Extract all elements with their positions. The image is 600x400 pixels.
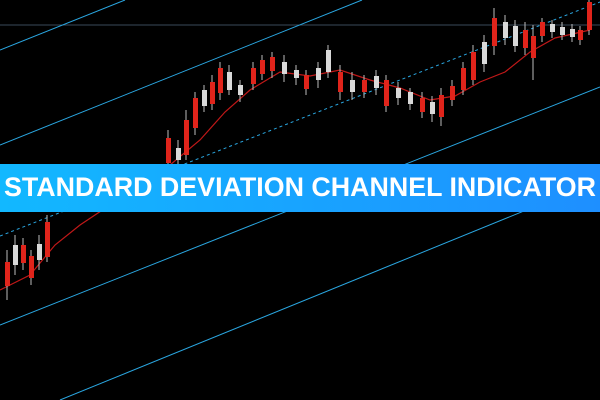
candle xyxy=(166,138,171,163)
candle xyxy=(260,60,265,74)
candle xyxy=(350,80,355,92)
candle xyxy=(338,72,343,92)
candle xyxy=(550,24,555,32)
candle xyxy=(587,2,592,30)
candle xyxy=(531,36,536,58)
candle xyxy=(408,92,413,104)
candle xyxy=(37,244,42,260)
channel-line xyxy=(59,179,600,400)
candle xyxy=(578,30,583,40)
candle xyxy=(13,245,18,265)
candle xyxy=(227,72,232,90)
candle xyxy=(492,18,497,46)
candle xyxy=(193,98,198,128)
candle xyxy=(294,70,299,78)
candle xyxy=(316,68,321,80)
channel-center xyxy=(0,1,600,237)
candle xyxy=(202,90,207,106)
candle xyxy=(540,22,545,36)
candle xyxy=(218,68,223,93)
candle xyxy=(238,85,243,95)
candles xyxy=(5,0,592,300)
candle xyxy=(5,262,10,286)
candle xyxy=(523,30,528,48)
candle xyxy=(210,82,215,104)
candle xyxy=(439,95,444,117)
candle xyxy=(471,52,476,80)
candle xyxy=(29,256,34,278)
candle xyxy=(461,68,466,90)
candle xyxy=(513,26,518,46)
candle xyxy=(450,86,455,100)
candle xyxy=(482,42,487,64)
candle xyxy=(282,62,287,74)
candle xyxy=(570,29,575,37)
candle xyxy=(430,102,435,114)
channel-line xyxy=(0,0,363,146)
candle xyxy=(374,76,379,88)
candle xyxy=(384,80,389,106)
channel-line xyxy=(0,0,126,51)
candle xyxy=(184,120,189,155)
banner-title: STANDARD DEVIATION CHANNEL INDICATOR xyxy=(4,172,596,202)
candle xyxy=(560,27,565,35)
candle xyxy=(396,88,401,98)
candle xyxy=(251,68,256,84)
candle xyxy=(420,98,425,112)
candle xyxy=(503,22,508,38)
candle xyxy=(304,75,309,89)
banner xyxy=(0,164,600,212)
candle xyxy=(362,80,367,92)
candle xyxy=(270,57,275,71)
candle xyxy=(45,222,50,257)
candle xyxy=(176,148,181,160)
candle xyxy=(21,245,26,263)
candle xyxy=(326,50,331,72)
